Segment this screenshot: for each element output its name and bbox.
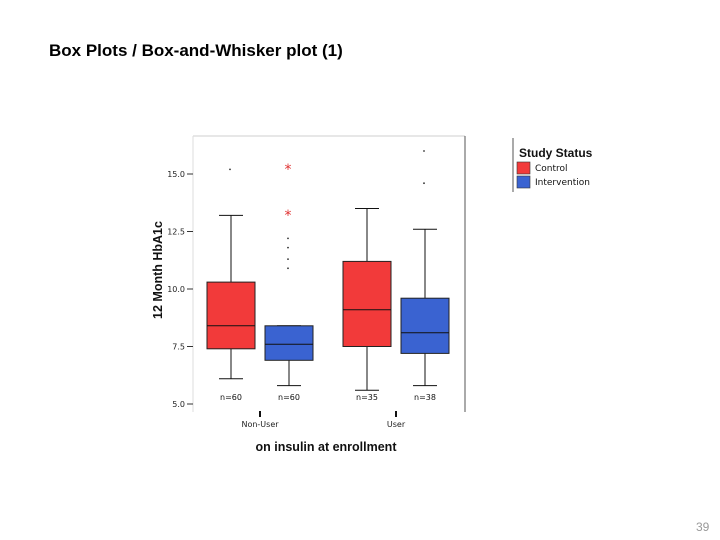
box-non-user-control: n=60 — [206, 168, 256, 402]
box-iqr — [206, 281, 256, 350]
box-user-intervention: n=38 — [400, 150, 450, 402]
outlier-point — [287, 237, 289, 240]
legend-label-intervention: Intervention — [535, 178, 590, 188]
x-tick-label: User — [387, 420, 406, 429]
y-tick-label: 7.5 — [172, 343, 185, 352]
legend-label-control: Control — [535, 164, 568, 174]
outlier-point — [287, 258, 289, 260]
outlier-point — [423, 150, 425, 152]
outlier-star: * — [285, 162, 292, 178]
y-axis-title: 12 Month HbA1c — [151, 221, 165, 319]
legend-title: Study Status — [519, 146, 593, 160]
outlier-star: * — [285, 208, 292, 224]
slide-title: Box Plots / Box-and-Whisker plot (1) — [49, 41, 343, 60]
y-tick-label: 10.0 — [167, 285, 185, 294]
legend-swatch-intervention — [516, 175, 531, 189]
outlier-point — [287, 267, 289, 270]
outlier-point — [287, 246, 289, 249]
n-label: n=38 — [414, 393, 436, 402]
box-iqr — [342, 260, 392, 347]
outlier-point — [229, 168, 231, 171]
page-number: 39 — [696, 520, 710, 534]
y-tick-label: 12.5 — [167, 228, 185, 237]
n-label: n=60 — [278, 393, 300, 402]
legend-swatch-control — [516, 161, 531, 175]
x-axis-title: on insulin at enrollment — [256, 440, 398, 454]
box-iqr — [264, 325, 314, 361]
y-tick-label: 5.0 — [172, 400, 185, 409]
box-non-user-intervention: * * n=60 — [264, 162, 314, 402]
n-label: n=60 — [220, 393, 242, 402]
n-label: n=35 — [356, 393, 378, 402]
box-user-control: n=35 — [342, 208, 392, 402]
outlier-point — [423, 182, 425, 185]
box-iqr — [400, 297, 450, 354]
x-tick-label: Non-User — [241, 420, 279, 429]
y-tick-label: 15.0 — [167, 170, 185, 179]
